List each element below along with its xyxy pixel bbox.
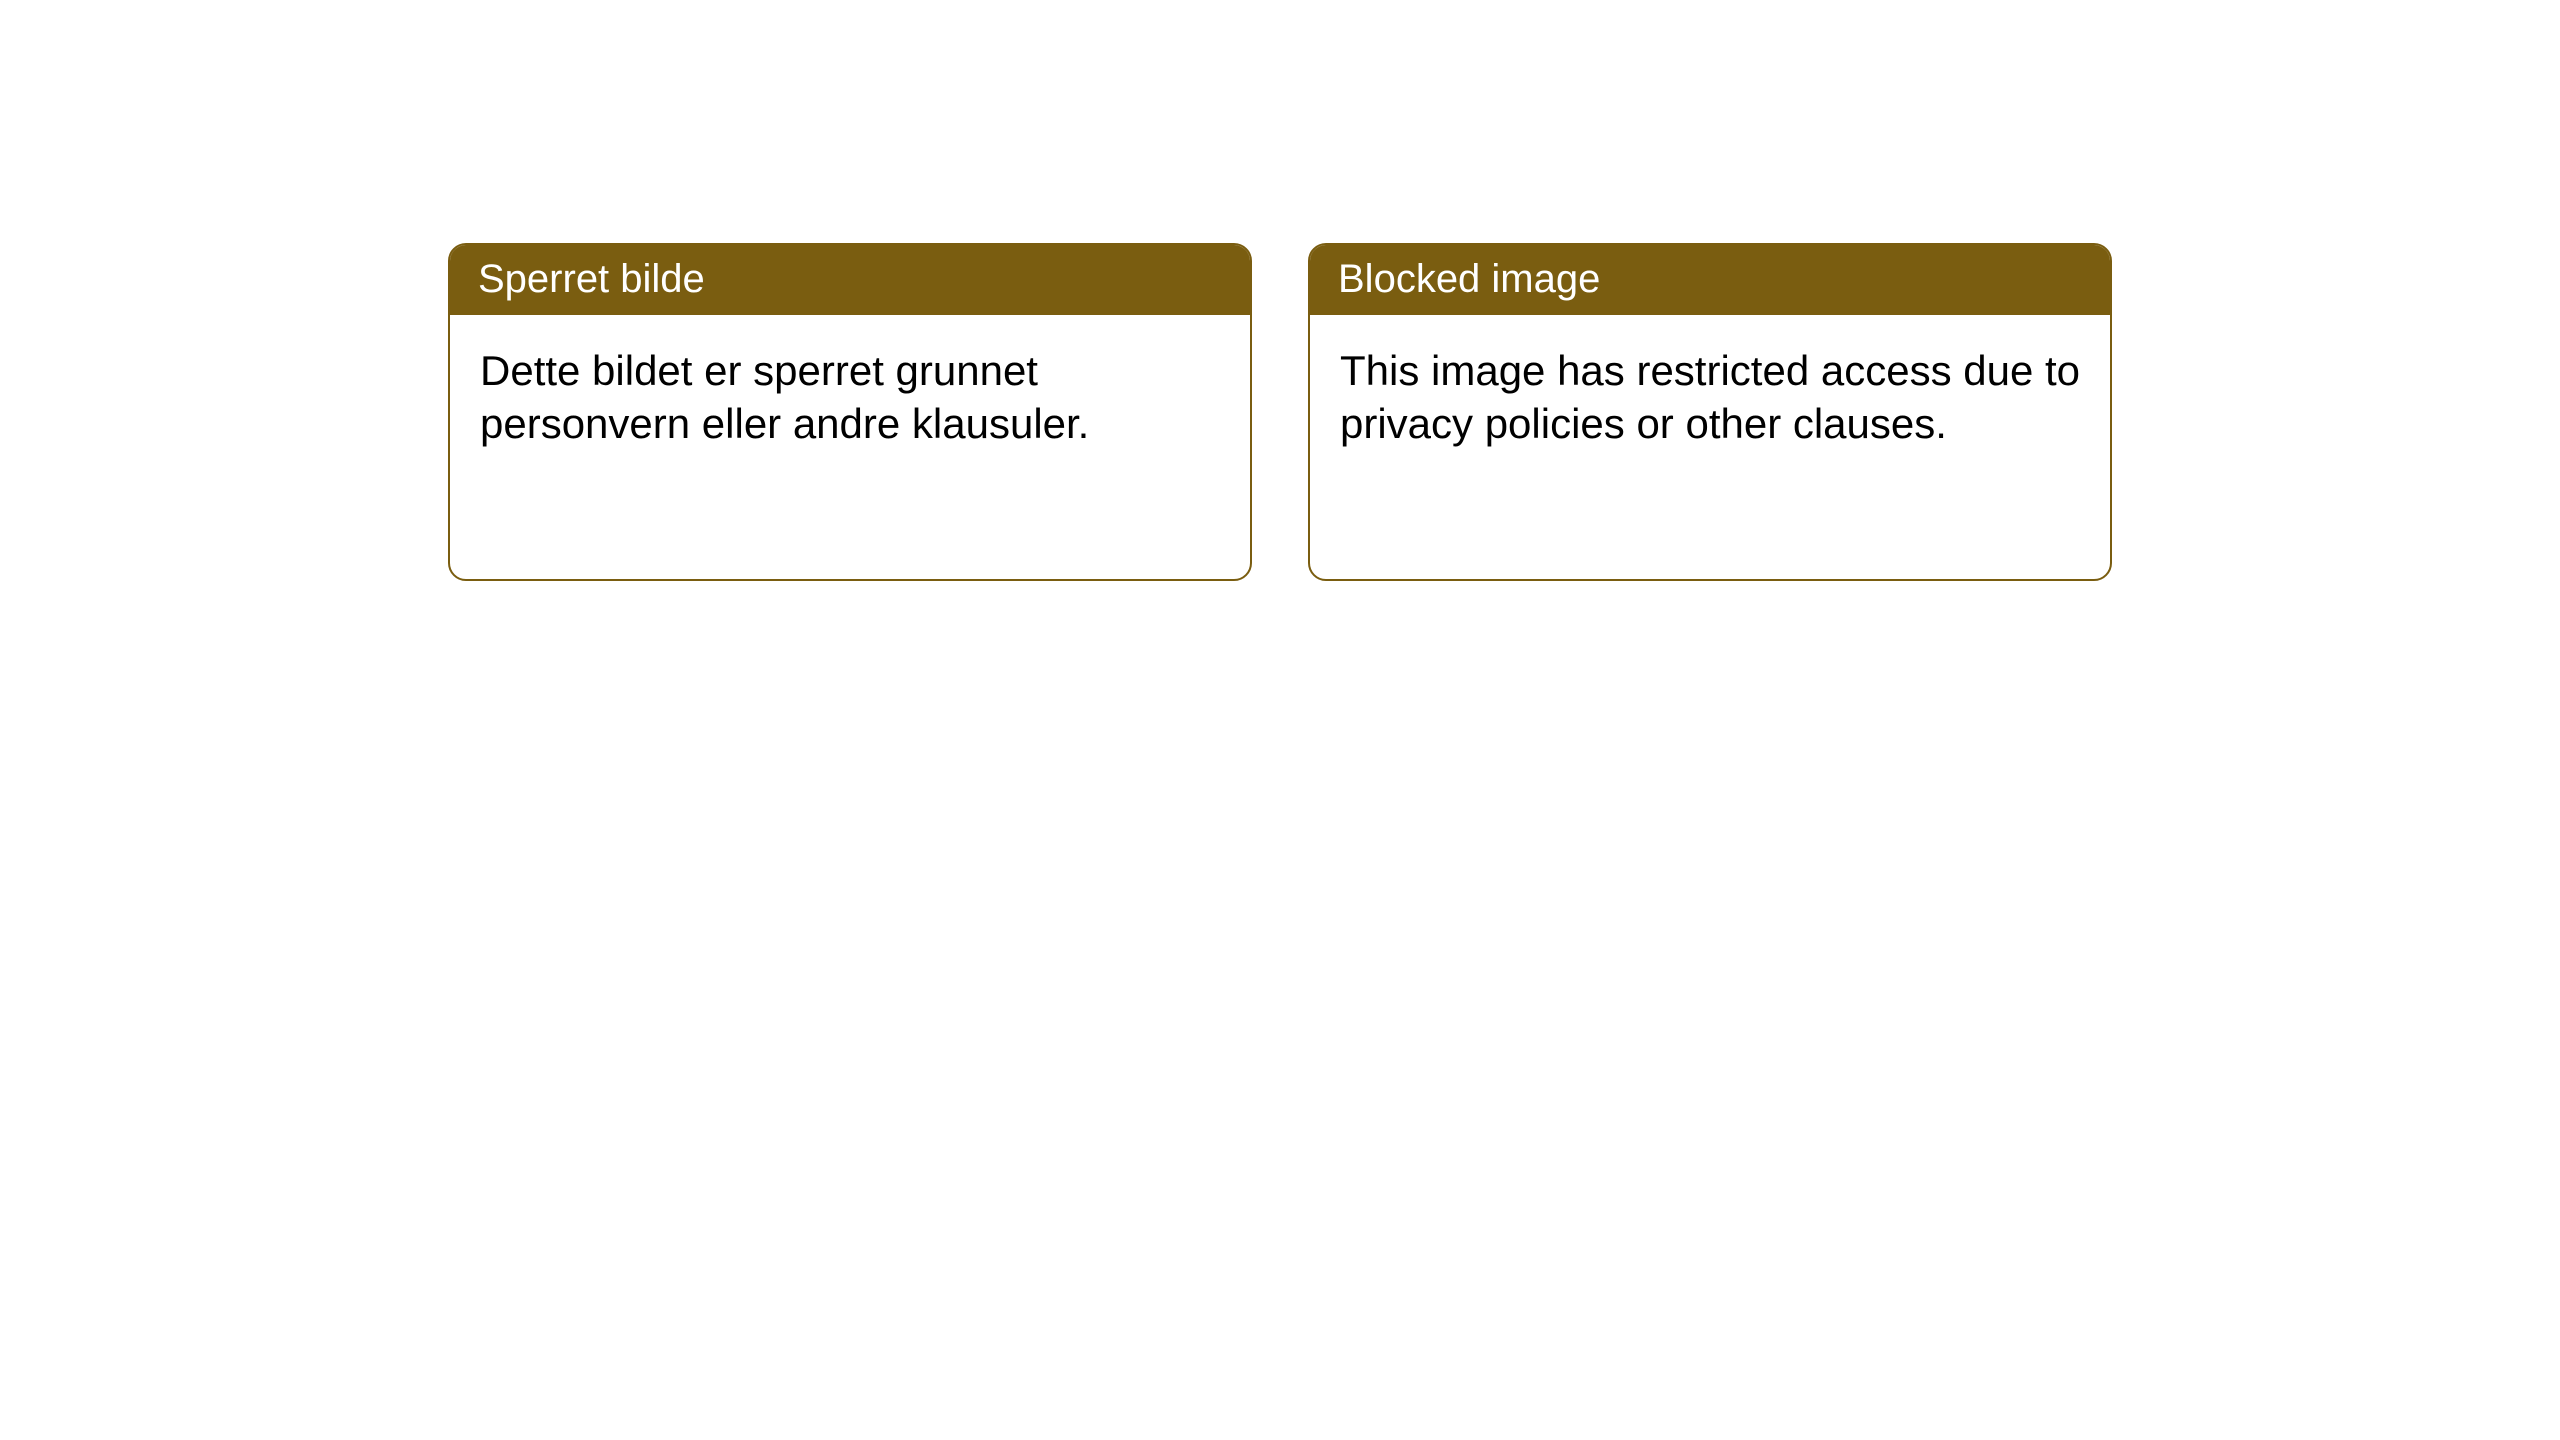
notice-title: Blocked image bbox=[1310, 245, 2110, 315]
notice-container: Sperret bilde Dette bildet er sperret gr… bbox=[448, 243, 2112, 581]
notice-title: Sperret bilde bbox=[450, 245, 1250, 315]
notice-card-norwegian: Sperret bilde Dette bildet er sperret gr… bbox=[448, 243, 1252, 581]
notice-card-english: Blocked image This image has restricted … bbox=[1308, 243, 2112, 581]
notice-body: This image has restricted access due to … bbox=[1310, 315, 2110, 480]
notice-body: Dette bildet er sperret grunnet personve… bbox=[450, 315, 1250, 480]
